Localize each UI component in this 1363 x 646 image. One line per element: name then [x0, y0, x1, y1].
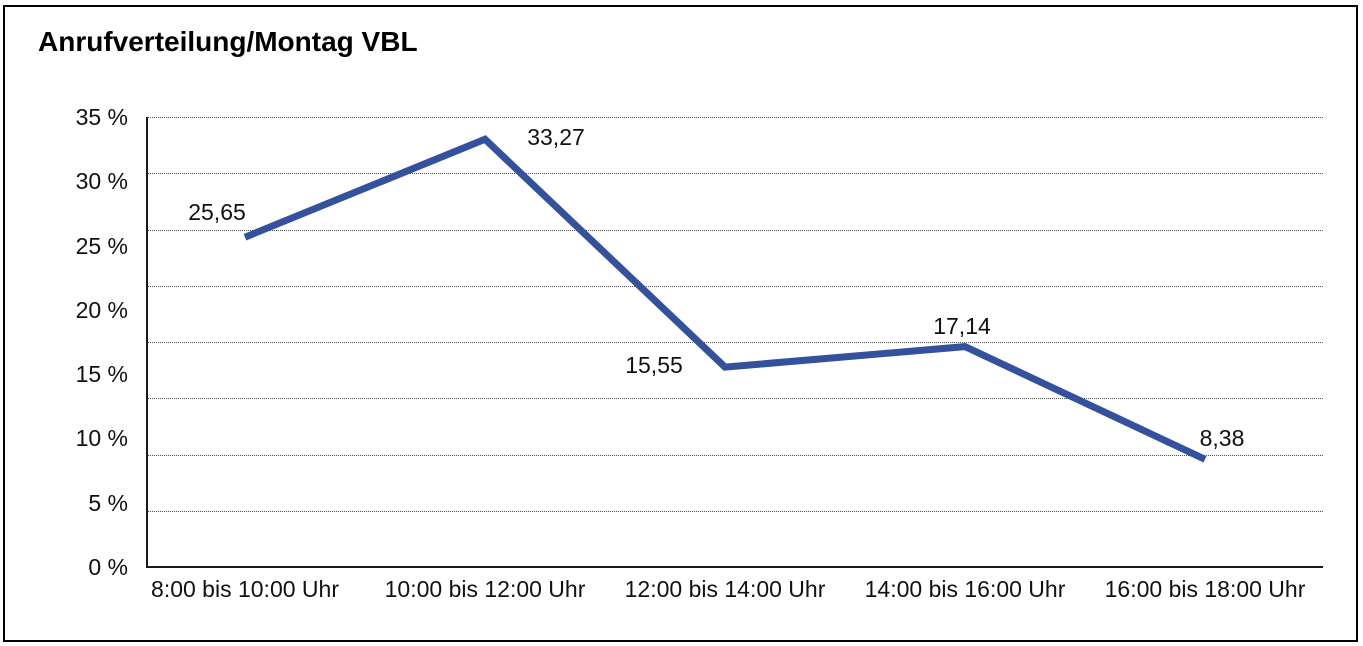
horizontal-gridline: [148, 229, 1323, 231]
data-point-label: 15,55: [625, 352, 683, 379]
horizontal-gridline: [148, 454, 1323, 456]
x-tick-label: 10:00 bis 12:00 Uhr: [384, 576, 586, 602]
x-tick-label: 16:00 bis 18:00 Uhr: [1104, 576, 1306, 602]
y-tick-label: 35 %: [75, 104, 128, 130]
horizontal-gridline: [148, 117, 1323, 118]
data-point-label: 25,65: [188, 199, 246, 226]
data-point-label: 8,38: [1199, 425, 1245, 452]
data-line-montag-vbl: [243, 135, 1207, 463]
chart-title: Anrufverteilung/Montag VBL: [38, 26, 418, 57]
plot-area: 35 % 30 % 25 % 20 % 15 % 10 % 5 % 0 % 8:00 bis …: [76, 104, 1323, 602]
data-point-label: 33,27: [527, 124, 585, 151]
line-chart-svg: [243, 135, 1207, 463]
y-tick-label: 25 %: [75, 232, 128, 259]
x-tick-label: 12:00 bis 14:00 Uhr: [624, 576, 826, 602]
x-tick-label: 14:00 bis 16:00 Uhr: [864, 576, 1066, 602]
y-tick-label: 20 %: [75, 296, 128, 323]
x-tick-label: 8:00 bis 10:00 Uhr: [151, 576, 339, 602]
horizontal-gridline: [148, 285, 1323, 287]
y-tick-label: 15 %: [75, 361, 128, 388]
horizontal-gridline: [148, 510, 1323, 512]
y-axis-line: [146, 117, 148, 568]
y-tick-label: 0 %: [88, 554, 128, 580]
horizontal-gridline: [148, 398, 1323, 400]
horizontal-gridline: [148, 342, 1323, 343]
y-tick-label: 5 %: [88, 489, 128, 516]
data-point-label: 17,14: [933, 312, 991, 339]
x-axis-line: [148, 566, 1323, 568]
y-tick-label: 30 %: [75, 168, 128, 195]
horizontal-gridline: [148, 173, 1323, 175]
y-tick-label: 10 %: [75, 425, 128, 452]
